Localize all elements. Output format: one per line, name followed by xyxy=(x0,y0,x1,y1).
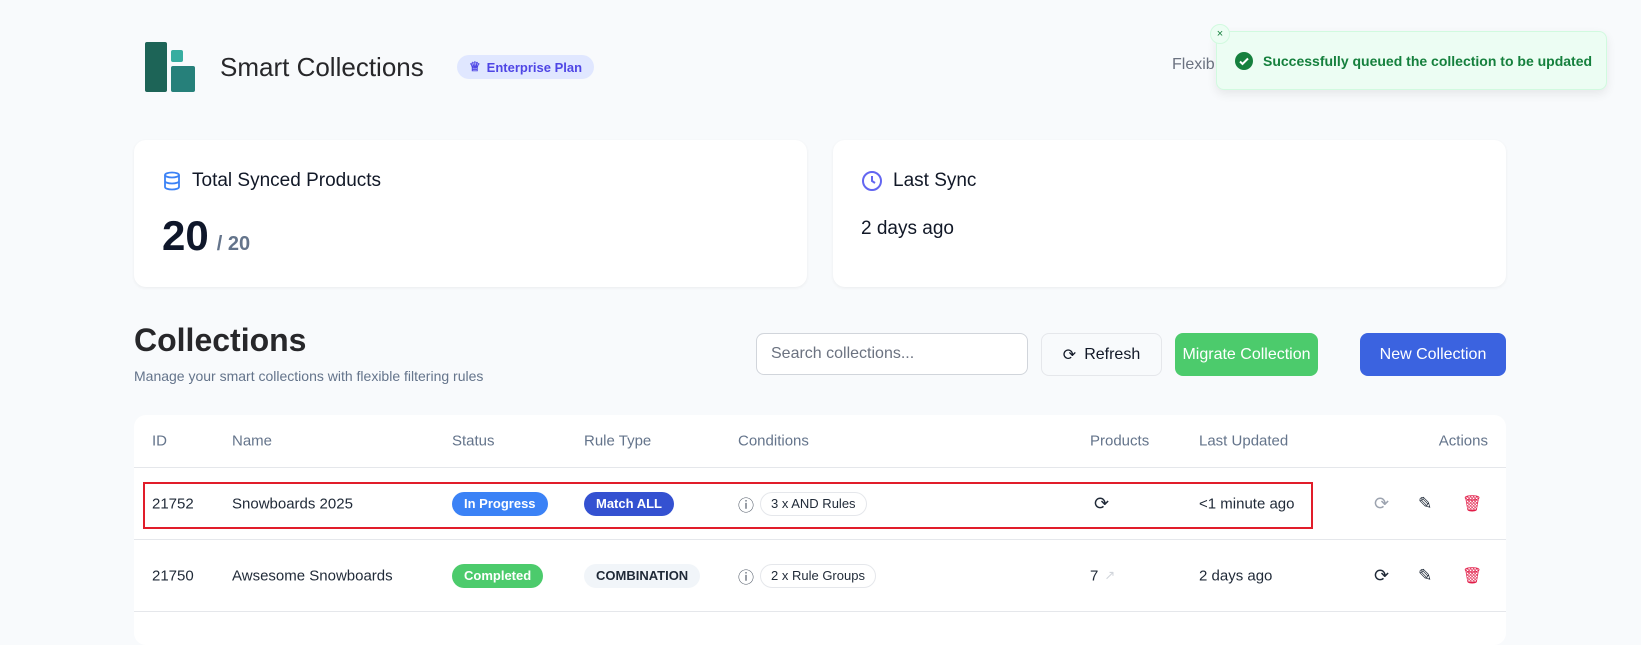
rule-type-badge: Match ALL xyxy=(584,491,674,516)
migrate-collection-button[interactable]: Migrate Collection xyxy=(1175,333,1318,376)
synced-products-card: Total Synced Products 20/ 20 xyxy=(134,140,807,287)
check-circle-icon xyxy=(1235,51,1253,70)
row-id: 21752 xyxy=(152,495,194,512)
table-header: ID Name Status Rule Type Conditions Prod… xyxy=(134,415,1506,468)
row-name: Awsesome Snowboards xyxy=(232,567,393,584)
plan-badge: ♕ Enterprise Plan xyxy=(457,55,595,79)
clock-icon xyxy=(862,171,882,191)
info-icon[interactable]: ⓘ xyxy=(738,497,755,515)
conditions-chip: 3 x AND Rules xyxy=(760,491,867,516)
col-name: Name xyxy=(232,432,273,450)
last-sync-card: Last Sync 2 days ago xyxy=(833,140,1506,287)
header-subtext: Flexib xyxy=(1172,56,1215,73)
col-actions: Actions xyxy=(1438,432,1488,450)
edit-button[interactable]: ✎ xyxy=(1418,493,1433,513)
table-row: 21752 Snowboards 2025 In Progress Match … xyxy=(134,468,1506,540)
status-badge: In Progress xyxy=(452,491,548,516)
col-conditions: Conditions xyxy=(738,432,809,450)
delete-button[interactable]: 🗑 xyxy=(1462,495,1483,513)
syncing-icon: ⟳ xyxy=(1094,493,1110,513)
row-id: 21750 xyxy=(152,567,194,584)
delete-button[interactable]: 🗑 xyxy=(1462,567,1483,585)
status-badge: Completed xyxy=(452,563,544,588)
rule-type-badge: COMBINATION xyxy=(584,563,701,588)
new-collection-button[interactable]: New Collection xyxy=(1360,333,1506,376)
table-row: 21750 Awsesome Snowboards Completed COMB… xyxy=(134,540,1506,612)
database-icon xyxy=(164,171,180,191)
col-rule-type: Rule Type xyxy=(584,432,652,450)
product-count: 7 xyxy=(1090,567,1099,584)
col-id: ID xyxy=(152,432,167,450)
refresh-icon: ⟳ xyxy=(1062,346,1077,364)
sync-button[interactable]: ⟳ xyxy=(1374,565,1390,585)
edit-button[interactable]: ✎ xyxy=(1418,565,1433,585)
external-link-icon[interactable]: ↗ xyxy=(1104,567,1116,583)
col-products: Products xyxy=(1090,432,1150,450)
page-title: Smart Collections xyxy=(220,52,424,82)
synced-total: / 20 xyxy=(216,233,251,255)
last-sync-value: 2 days ago xyxy=(861,218,954,239)
row-last-updated: <1 minute ago xyxy=(1199,495,1295,512)
collections-table: ID Name Status Rule Type Conditions Prod… xyxy=(134,415,1506,645)
row-name: Snowboards 2025 xyxy=(232,495,353,512)
app-logo xyxy=(145,42,195,92)
refresh-button[interactable]: ⟳ Refresh xyxy=(1041,333,1162,376)
synced-count: 20 xyxy=(162,212,209,259)
collections-subtitle: Manage your smart collections with flexi… xyxy=(134,368,484,384)
highlight-box xyxy=(143,482,1313,529)
toast-close-button[interactable]: × xyxy=(1210,24,1230,44)
conditions-chip: 2 x Rule Groups xyxy=(760,563,876,588)
col-status: Status xyxy=(452,432,495,450)
sync-button[interactable]: ⟳ xyxy=(1374,493,1390,513)
crown-icon: ♕ xyxy=(469,59,481,74)
row-last-updated: 2 days ago xyxy=(1199,567,1273,584)
success-toast: Successfully queued the collection to be… xyxy=(1216,31,1607,90)
info-icon[interactable]: ⓘ xyxy=(738,569,755,587)
collections-heading: Collections xyxy=(134,322,307,358)
search-input[interactable] xyxy=(756,333,1028,375)
col-last-updated: Last Updated xyxy=(1199,432,1289,450)
